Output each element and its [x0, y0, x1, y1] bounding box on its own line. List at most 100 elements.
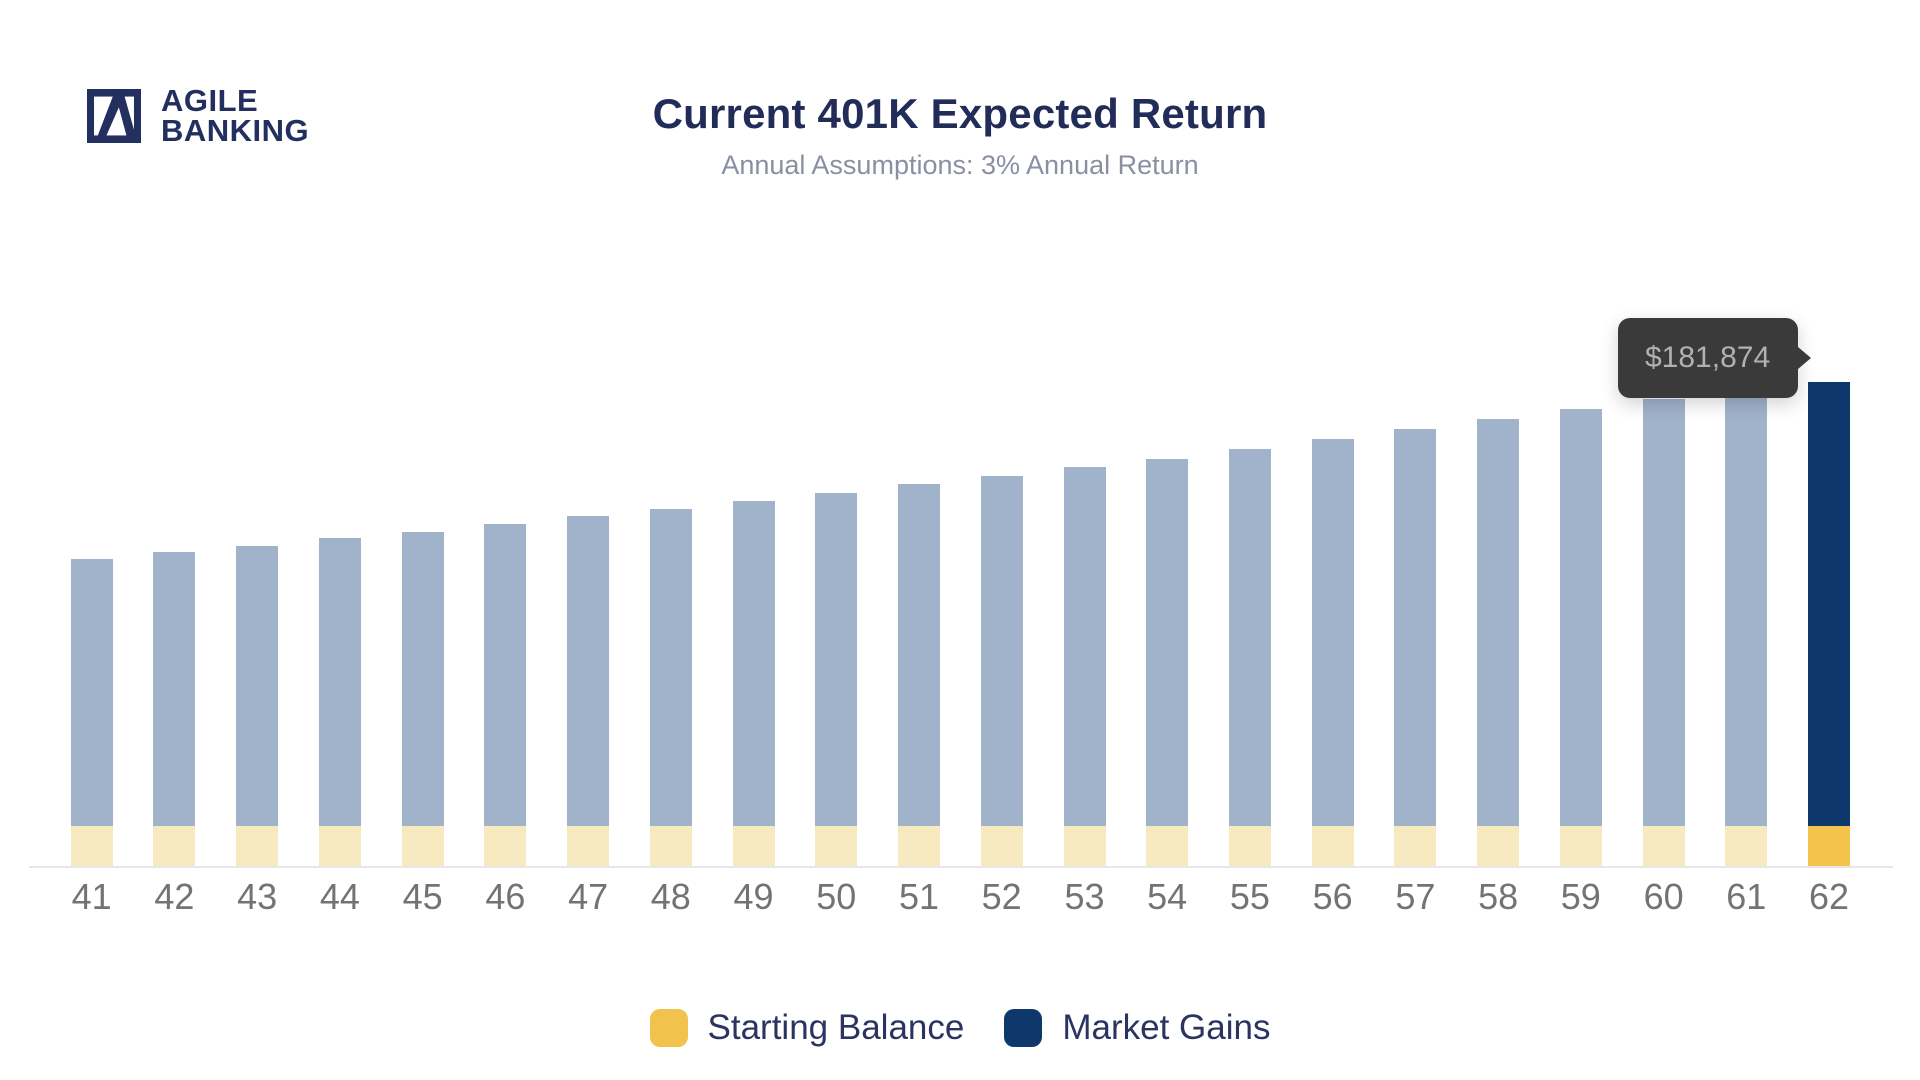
starting-balance-segment: [401, 826, 444, 866]
bar-age-52[interactable]: [980, 476, 1023, 866]
x-axis-line: [29, 866, 1893, 868]
market-gains-segment: [1063, 467, 1106, 866]
market-gains-segment: [980, 476, 1023, 866]
bar-age-44[interactable]: [318, 538, 361, 866]
legend-item-starting-balance[interactable]: Starting Balance: [649, 1008, 965, 1048]
market-gains-segment: [1725, 389, 1768, 866]
bar-age-45[interactable]: [401, 532, 444, 866]
starting-balance-segment: [1808, 826, 1850, 866]
x-axis-label-58: 58: [1478, 876, 1519, 917]
chart-title: Current 401K Expected Return: [652, 90, 1268, 137]
x-axis-label-60: 60: [1643, 876, 1684, 917]
bar-age-41[interactable]: [70, 559, 113, 866]
starting-balance-segment: [153, 826, 196, 866]
x-axis-label-52: 52: [981, 876, 1022, 917]
market-gains-segment: [1228, 449, 1271, 866]
starting-balance-segment: [1311, 826, 1354, 866]
starting-balance-segment: [649, 826, 692, 866]
legend-item-market-gains[interactable]: Market Gains: [1004, 1008, 1270, 1048]
x-axis-label-55: 55: [1229, 876, 1270, 917]
x-axis-label-48: 48: [650, 876, 691, 917]
tooltip-arrow-icon: [1798, 347, 1811, 369]
bar-age-43[interactable]: [236, 546, 279, 866]
market-gains-segment: [153, 552, 196, 866]
bar-age-60[interactable]: [1642, 399, 1685, 866]
x-axis-label-42: 42: [154, 876, 195, 917]
bar-age-53[interactable]: [1063, 467, 1106, 866]
starting-balance-segment: [1642, 826, 1685, 866]
legend-swatch-market-gains: [1004, 1009, 1043, 1047]
market-gains-segment: [236, 546, 279, 866]
market-gains-segment: [1311, 439, 1354, 866]
starting-balance-segment: [1146, 826, 1189, 866]
market-gains-segment: [401, 532, 444, 866]
x-axis-label-46: 46: [485, 876, 526, 917]
bar-age-51[interactable]: [898, 484, 940, 866]
legend: Starting Balance Market Gains: [0, 1008, 1920, 1048]
chart-subtitle: Annual Assumptions: 3% Annual Return: [721, 150, 1199, 180]
market-gains-segment: [649, 509, 692, 866]
bar-age-42[interactable]: [153, 552, 196, 866]
brand-line2: BANKING: [161, 113, 310, 148]
starting-balance-segment: [70, 826, 113, 866]
bar-age-47[interactable]: [567, 516, 610, 866]
x-axis-label-47: 47: [568, 876, 609, 917]
market-gains-segment: [732, 501, 775, 866]
x-axis-label-54: 54: [1147, 876, 1188, 917]
market-gains-segment: [1642, 399, 1685, 866]
x-axis-label-56: 56: [1312, 876, 1353, 917]
starting-balance-segment: [1725, 826, 1768, 866]
starting-balance-segment: [1228, 826, 1271, 866]
bar-age-50[interactable]: [815, 493, 858, 866]
x-axis-label-59: 59: [1560, 876, 1601, 917]
brand-logo-text: AGILE BANKING: [161, 83, 310, 148]
bar-age-56[interactable]: [1311, 439, 1354, 866]
market-gains-segment: [1146, 459, 1189, 866]
starting-balance-segment: [1477, 826, 1520, 866]
x-axis-label-41: 41: [71, 876, 112, 917]
title-block: Current 401K Expected Return Annual Assu…: [0, 88, 1920, 182]
market-gains-segment: [567, 516, 610, 866]
brand-logo-icon: [87, 89, 141, 143]
x-axis-label-57: 57: [1395, 876, 1436, 917]
starting-balance-segment: [236, 826, 279, 866]
bar-age-54[interactable]: [1146, 459, 1189, 866]
bar-age-61[interactable]: [1725, 389, 1768, 866]
market-gains-segment: [815, 493, 858, 866]
brand-logo: AGILE BANKING: [87, 83, 310, 148]
starting-balance-segment: [732, 826, 775, 866]
bar-age-55[interactable]: [1228, 449, 1271, 866]
x-axis-label-50: 50: [816, 876, 857, 917]
brand-line1: AGILE: [161, 83, 259, 118]
bar-age-49[interactable]: [732, 501, 775, 866]
market-gains-segment: [1394, 429, 1437, 866]
bar-age-46[interactable]: [484, 524, 527, 866]
bar-age-62[interactable]: [1808, 382, 1850, 866]
market-gains-segment: [1477, 419, 1520, 866]
market-gains-segment: [1559, 409, 1602, 866]
x-axis-label-44: 44: [319, 876, 360, 917]
market-gains-segment: [70, 559, 113, 866]
x-axis-label-62: 62: [1808, 876, 1850, 917]
market-gains-segment: [484, 524, 527, 866]
x-axis-label-51: 51: [898, 876, 940, 917]
starting-balance-segment: [898, 826, 940, 866]
legend-label-starting-balance: Starting Balance: [707, 1008, 965, 1047]
starting-balance-segment: [484, 826, 527, 866]
starting-balance-segment: [1394, 826, 1437, 866]
starting-balance-segment: [318, 826, 361, 866]
bar-age-58[interactable]: [1477, 419, 1520, 866]
starting-balance-segment: [1063, 826, 1106, 866]
x-axis-label-49: 49: [733, 876, 774, 917]
x-axis-label-61: 61: [1726, 876, 1767, 917]
tooltip: $181,874: [1618, 318, 1811, 398]
market-gains-segment: [318, 538, 361, 866]
starting-balance-segment: [815, 826, 858, 866]
bar-age-59[interactable]: [1559, 409, 1602, 866]
starting-balance-segment: [980, 826, 1023, 866]
bar-age-48[interactable]: [649, 509, 692, 866]
x-axis-label-45: 45: [402, 876, 443, 917]
bar-age-57[interactable]: [1394, 429, 1437, 866]
